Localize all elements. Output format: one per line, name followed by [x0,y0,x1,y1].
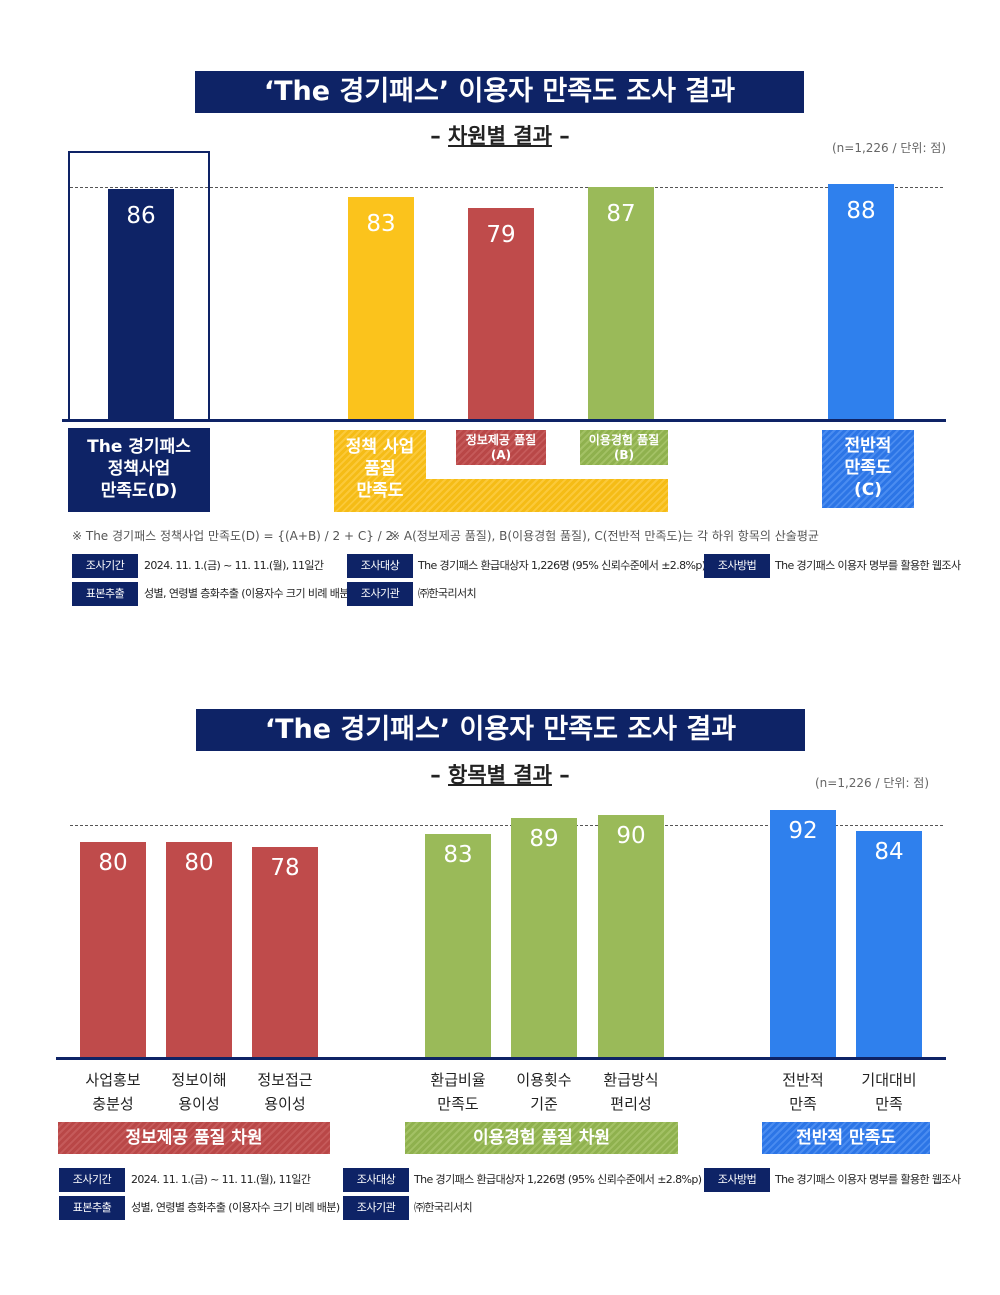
bar-value-label: 78 [270,855,300,882]
bar-value-label: 80 [98,849,128,876]
section1-info-label-period: 조사기간 [72,554,138,578]
section2-info-text-sampling: 성별, 연령별 층화추출 (이용자수 크기 비례 배분) [131,1201,340,1214]
bar-1: 80 [80,841,146,1057]
bar-3: 78 [252,847,318,1057]
section2-group-info-quality: 정보제공 품질 차원 [58,1122,330,1154]
section2-group-overall: 전반적 만족도 [762,1122,930,1154]
bar-5: 88 [828,184,894,419]
section1-axis [62,419,946,422]
section1-info-label-sampling: 표본추출 [72,582,138,606]
section2-subtitle-text: 항목별 결과 [448,763,552,787]
section1-tag-d: The 경기패스 정책사업 만족도(D) [68,428,210,512]
section2-category-label: 사업홍보 충분성 [85,1071,141,1113]
bar-6: 90 [598,814,664,1057]
bar-8: 84 [856,831,922,1057]
section1-bar-chart: 86 83 79 87 88 [0,0,1000,430]
section2-category-label: 정보접근 용이성 [257,1071,313,1113]
bar-value-label: 80 [184,849,214,876]
section2-axis [56,1057,946,1060]
section1-tag-b: 이용경험 품질 (B) [580,430,668,465]
section1-footnote-formula: ※ The 경기패스 정책사업 만족도(D) = {(A+B) / 2 + C}… [72,529,394,543]
bar-value-label: 84 [874,839,904,866]
section1-info-label-agency: 조사기관 [347,582,413,606]
section1-info-label-method: 조사방법 [704,554,770,578]
section1-tag-a: 정보제공 품질 (A) [456,430,546,465]
section1-subtitle: – 차원별 결과 – [430,124,570,148]
section2-info-label-sampling: 표본추출 [59,1196,125,1220]
section2-info-label-target: 조사대상 [343,1168,409,1192]
section1-info-text-period: 2024. 11. 1.(금) ~ 11. 11.(월), 11일간 [144,559,324,572]
bar-3: 79 [468,208,534,419]
bar-1: 86 [108,189,174,419]
bar-4: 87 [588,186,654,419]
section2-category-label: 기대대비 만족 [861,1071,917,1113]
section1-tag-c: 전반적 만족도 (C) [822,430,914,508]
bar-2: 83 [348,197,414,419]
section1-tag-policy: 정책 사업 품질 만족도 [334,430,426,512]
section2-title: ‘The 경기패스’ 이용자 만족도 조사 결과 [196,709,805,751]
section2-bar-chart: 80 80 78 83 89 90 92 84 사업홍보 충분성 정보이해 용이성 정보접근 용이성… [80,809,922,1113]
bar-value-label: 89 [529,825,559,852]
bar-2: 80 [166,841,232,1057]
bar-value-label: 83 [443,841,473,868]
bar-value-label: 88 [846,198,876,225]
section2-category-label: 전반적 만족 [782,1071,824,1113]
section1-subtitle-text: 차원별 결과 [448,124,552,148]
bar-value-label: 86 [126,203,156,230]
bar-value-label: 79 [486,222,516,249]
section1-info-text-agency: ㈜한국리서치 [418,587,477,600]
section2-category-label: 환급방식 편리성 [603,1071,659,1113]
section2-info-text-target: The 경기패스 환급대상자 1,226명 (95% 신뢰수준에서 ±2.8%p… [414,1173,702,1186]
section1-sample-note: (n=1,226 / 단위: 점) [832,141,947,155]
section2-subtitle: – 항목별 결과 – [430,763,570,787]
section1-info-text-target: The 경기패스 환급대상자 1,226명 (95% 신뢰수준에서 ±2.8%p… [418,559,706,572]
section2-group-experience-quality: 이용경험 품질 차원 [405,1122,678,1154]
section2-info-label-period: 조사기간 [59,1168,125,1192]
bar-4: 83 [425,833,491,1057]
section1-footnote-definition: ※ A(정보제공 품질), B(이용경험 품질), C(전반적 만족도)는 각 … [390,529,819,543]
bar-5: 89 [511,817,577,1057]
section1-info-text-sampling: 성별, 연령별 층화추출 (이용자수 크기 비례 배분) [144,587,353,600]
section1-reference-line [70,187,943,188]
section2-info-text-method: The 경기패스 이용자 명부를 활용한 웹조사 [775,1173,961,1186]
bar-value-label: 92 [788,817,818,844]
section2-category-label: 이용횟수 기준 [516,1071,572,1113]
bar-value-label: 87 [606,200,636,227]
bar-value-label: 83 [366,211,396,238]
section2-category-label: 환급비율 만족도 [430,1071,486,1113]
bar-7: 92 [770,809,836,1057]
section2-info-label-method: 조사방법 [704,1168,770,1192]
section2-info-text-agency: ㈜한국리서치 [414,1201,473,1214]
bar-value-label: 90 [616,822,646,849]
section2-info-text-period: 2024. 11. 1.(금) ~ 11. 11.(월), 11일간 [131,1173,311,1186]
section2-reference-line [70,825,943,826]
section2-sample-note: (n=1,226 / 단위: 점) [815,776,930,790]
section1-info-label-target: 조사대상 [347,554,413,578]
section1-title: ‘The 경기패스’ 이용자 만족도 조사 결과 [195,71,804,113]
section1-info-text-method: The 경기패스 이용자 명부를 활용한 웹조사 [775,559,961,572]
section2-category-label: 정보이해 용이성 [171,1071,227,1113]
section2-info-label-agency: 조사기관 [343,1196,409,1220]
